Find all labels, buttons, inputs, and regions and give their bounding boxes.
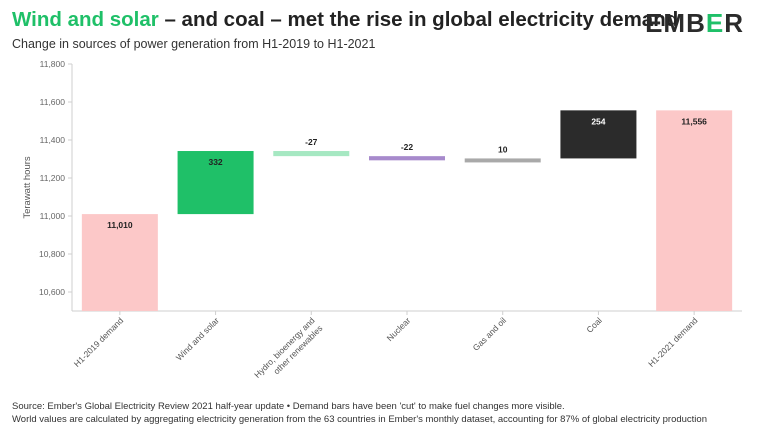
bar bbox=[464, 158, 541, 163]
title-highlight: Wind and solar bbox=[12, 8, 159, 31]
x-tick-label-line: Hydro, bioenergy and bbox=[252, 315, 317, 380]
x-tick-label: Wind and solar bbox=[174, 315, 221, 362]
data-label: 11,556 bbox=[681, 116, 707, 126]
methodology-note: World values are calculated by aggregati… bbox=[12, 414, 707, 425]
data-label: 10 bbox=[498, 144, 508, 154]
x-tick-label-line: Nuclear bbox=[385, 315, 413, 343]
x-tick-label-line: H1-2019 demand bbox=[72, 315, 126, 369]
bar bbox=[177, 151, 254, 215]
source-note: Source: Ember's Global Electricity Revie… bbox=[12, 401, 565, 412]
x-tick-label-line: H1-2021 demand bbox=[646, 315, 700, 369]
title-rest: – and coal – met the rise in global elec… bbox=[158, 8, 679, 31]
x-tick-label: Coal bbox=[584, 315, 604, 335]
y-tick-label: 11,000 bbox=[40, 211, 66, 221]
y-tick-label: 10,600 bbox=[39, 287, 65, 297]
y-axis-label: Terawatt hours bbox=[22, 156, 33, 219]
x-tick-label-line: Coal bbox=[584, 315, 604, 335]
chart-subtitle: Change in sources of power generation fr… bbox=[12, 37, 376, 51]
data-label: 254 bbox=[591, 116, 605, 126]
bar bbox=[81, 214, 158, 311]
x-tick-label-line: Gas and oil bbox=[471, 315, 509, 353]
y-tick-label: 11,400 bbox=[40, 135, 66, 145]
bar bbox=[656, 110, 733, 311]
data-label: 11,010 bbox=[107, 220, 133, 230]
data-label: 332 bbox=[208, 157, 222, 167]
waterfall-chart: 10,600 10,800 11,000 11,200 11,400 11,600 11,8… bbox=[22, 59, 742, 388]
x-tick-label: H1-2021 demand bbox=[646, 315, 700, 369]
x-tick-label: Gas and oil bbox=[471, 315, 509, 353]
chart-title: Wind and solar – and coal – met the rise… bbox=[12, 8, 678, 32]
y-tick-label: 11,200 bbox=[40, 173, 66, 183]
bar bbox=[369, 156, 445, 161]
y-tick-label: 11,800 bbox=[40, 59, 66, 69]
bar bbox=[560, 110, 637, 159]
y-tick-label: 11,600 bbox=[40, 97, 66, 107]
x-tick-label-line: Wind and solar bbox=[174, 315, 221, 362]
bar bbox=[273, 151, 350, 157]
footer: Source: Ember's Global Electricity Revie… bbox=[12, 400, 707, 426]
ember-logo: EMBER bbox=[645, 8, 744, 38]
x-tick-label: H1-2019 demand bbox=[72, 315, 126, 369]
data-label: -22 bbox=[401, 142, 414, 152]
x-tick-label: Nuclear bbox=[385, 315, 413, 343]
y-tick-label: 10,800 bbox=[39, 249, 65, 259]
x-tick-label: Hydro, bioenergy andother renewables bbox=[252, 315, 325, 388]
data-label: -27 bbox=[305, 137, 318, 147]
